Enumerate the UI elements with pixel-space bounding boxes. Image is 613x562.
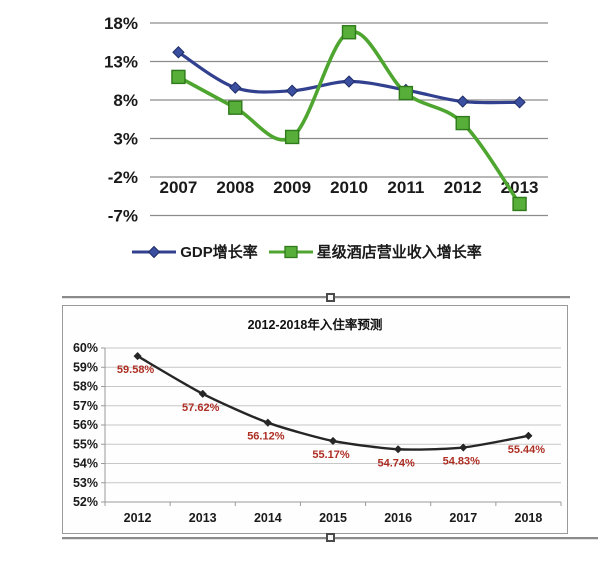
x-axis-tick-label: 2014	[254, 511, 282, 525]
data-point-marker	[393, 445, 403, 454]
x-axis-tick-label: 2015	[319, 511, 347, 525]
y-axis-tick-label: 55%	[73, 437, 98, 451]
data-point-marker	[524, 431, 533, 440]
y-axis-tick-label: 8%	[113, 91, 138, 110]
y-axis-tick-label: 13%	[104, 53, 138, 72]
data-point-label: 57.62%	[182, 402, 220, 414]
x-axis-tick-label: 2009	[273, 178, 311, 197]
x-axis-tick-label: 2011	[387, 178, 424, 197]
legend-gdp-diamond-line-icon	[132, 245, 177, 258]
selection-handle-top[interactable]	[326, 293, 335, 302]
legend-hotel-square-line-icon	[268, 245, 313, 258]
data-point-marker	[198, 389, 207, 398]
y-axis-tick-label: 59%	[73, 360, 98, 374]
data-point-marker	[285, 84, 299, 97]
x-axis-tick-label: 2008	[216, 178, 254, 197]
data-point-label: 55.44%	[508, 444, 546, 456]
y-axis-tick-label: 58%	[73, 380, 98, 394]
data-point-marker	[342, 75, 356, 88]
occupancy-forecast-plot: 60% 59% 58% 57% 56% 55% 54% 53% 52% 2012 2013 2014 2…	[73, 341, 562, 525]
data-point-label: 54.74%	[377, 457, 415, 469]
data-point-label: 56.12%	[247, 431, 285, 443]
legend: GDP增长率 星级酒店营业收入增长率	[0, 241, 613, 262]
y-axis-tick-label: -2%	[108, 168, 138, 187]
data-point-marker	[455, 115, 470, 131]
selection-handle-bottom[interactable]	[326, 533, 335, 542]
data-point-marker	[398, 85, 414, 101]
x-axis-tick-label: 2010	[330, 178, 368, 197]
data-point-label: 54.83%	[443, 456, 481, 468]
x-axis-tick-label: 2017	[449, 511, 477, 525]
y-axis-tick-label: 18%	[104, 14, 138, 33]
x-axis-tick-label: 2012	[444, 178, 482, 197]
chart-title: 2012-2018年入住率预测	[247, 318, 383, 332]
x-axis-tick-label: 2013	[189, 511, 217, 525]
data-point-marker	[512, 196, 527, 212]
data-point-marker	[133, 351, 142, 361]
data-point-label: 55.17%	[312, 449, 350, 461]
y-axis-tick-label: 56%	[73, 418, 98, 432]
y-axis-tick-label: 54%	[73, 457, 98, 471]
y-axis-tick-label: 52%	[73, 495, 98, 509]
data-point-marker	[459, 443, 468, 452]
legend-item-gdp: GDP增长率	[131, 241, 258, 262]
data-point-marker	[328, 436, 338, 446]
data-point-marker	[172, 46, 185, 59]
x-axis-tick-label: 2012	[124, 511, 152, 525]
data-point-marker	[229, 81, 242, 94]
x-axis-tick-label: 2018	[515, 511, 543, 525]
y-axis-tick-label: 53%	[73, 476, 98, 490]
data-point-marker	[263, 418, 273, 427]
selection-top-border	[62, 296, 570, 299]
legend-label-gdp: GDP增长率	[180, 244, 258, 261]
data-point-marker	[513, 96, 526, 109]
x-axis-tick-label: 2007	[160, 178, 198, 197]
gdp-hotel-growth-chart: 18% 13% 8% 3% -2% -7% 2007 2008 2009 2010 2011 2012…	[104, 14, 548, 226]
y-axis-tick-label: 60%	[73, 341, 98, 355]
data-point-marker	[228, 100, 243, 115]
y-axis-tick-label: 57%	[73, 399, 98, 413]
data-point-marker	[171, 69, 186, 85]
data-point-marker	[284, 129, 300, 145]
y-axis-tick-label: -7%	[108, 207, 138, 226]
y-axis-tick-label: 3%	[113, 130, 138, 149]
legend-label-hotel: 星级酒店营业收入增长率	[316, 244, 482, 261]
data-point-marker	[341, 25, 357, 40]
data-point-label: 59.58%	[117, 364, 155, 376]
x-axis-tick-label: 2016	[384, 511, 412, 525]
data-point-marker	[456, 95, 469, 108]
legend-item-hotel: 星级酒店营业收入增长率	[268, 241, 482, 262]
occupancy-forecast-chart[interactable]: 2012-2018年入住率预测 60% 59% 58% 57% 56% 55% 54% 53%…	[62, 305, 568, 534]
